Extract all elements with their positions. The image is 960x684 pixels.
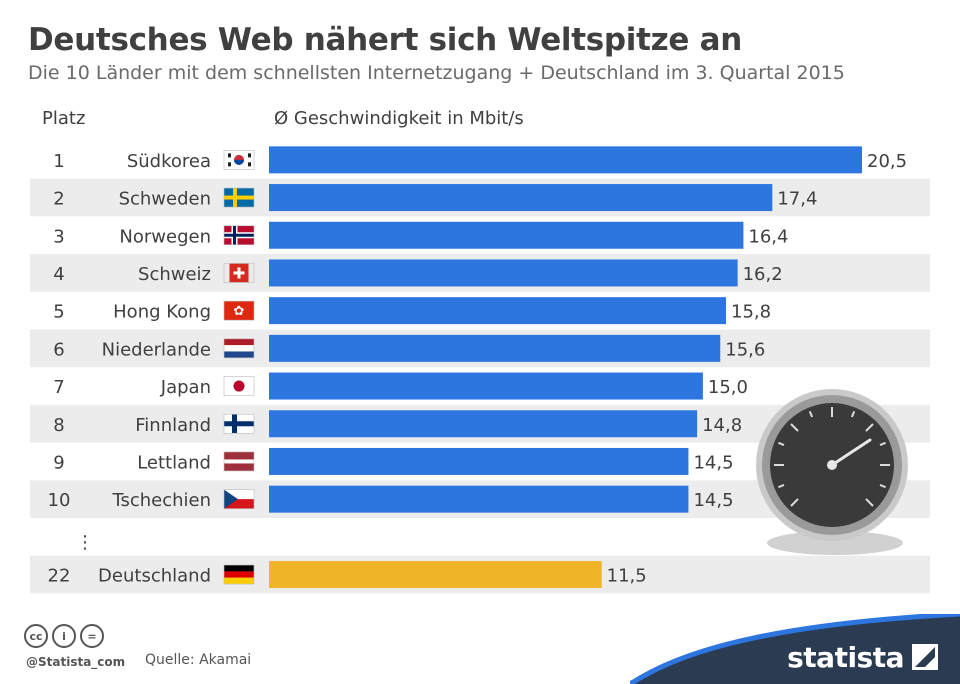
value-label: 17,4 [777,189,817,210]
country-label: Deutschland [98,566,211,587]
gap-marker: ⋮ [76,532,94,553]
country-label: Schweiz [138,264,211,285]
rank-label: 6 [53,339,64,360]
value-label: 16,2 [743,264,783,285]
bar [269,334,721,362]
hk-flag-icon: ✿ [223,300,255,321]
rank-label: 8 [53,415,64,436]
value-label: 15,0 [708,377,748,398]
source-note: Quelle: Akamai [145,652,252,668]
chart-subtitle: Die 10 Länder mit dem schnellsten Intern… [28,62,845,84]
creative-commons-icon[interactable]: cc [24,624,48,648]
bar [269,259,738,287]
de-flag-icon [223,564,255,585]
attribution-icon[interactable]: i [52,624,76,648]
bar [269,146,862,174]
ch-flag-icon [223,263,255,283]
rank-label: 1 [53,151,64,172]
value-label: 20,5 [867,151,907,172]
rank-label: 9 [53,452,64,473]
no-derivatives-icon[interactable]: = [80,624,104,648]
statista-brand[interactable]: statista [630,614,960,684]
value-label: 15,8 [731,302,771,323]
country-label: Lettland [137,452,211,473]
rank-label: 2 [53,189,64,210]
value-label: 11,5 [607,566,647,587]
se-flag-icon [223,187,255,208]
country-label: Finnland [135,415,211,436]
license-icons: cc i = [24,624,104,648]
value-label: 14,5 [693,490,733,511]
rank-label: 22 [48,566,71,587]
country-label: Japan [160,377,211,398]
country-label: Tschechien [111,490,211,511]
country-label: Niederlande [102,339,211,360]
country-label: Norwegen [119,226,211,247]
kr-flag-icon [223,150,255,170]
speed-column-header: Ø Geschwindigkeit in Mbit/s [274,108,524,129]
rank-column-header: Platz [42,108,86,129]
rank-label: 5 [53,302,64,323]
bar [269,410,698,438]
rank-label: 10 [48,490,71,511]
brand-background [630,614,960,684]
speedometer-icon [756,389,908,555]
bar [269,447,689,475]
statista-handle[interactable]: @Statista_com [26,655,126,669]
svg-text:✿: ✿ [234,304,245,319]
value-label: 14,8 [702,415,742,436]
bar [269,485,689,513]
statista-wordmark: statista [787,641,904,674]
bar [269,561,602,589]
bar [269,184,773,212]
value-label: 14,5 [693,452,733,473]
bar [269,297,727,325]
country-label: Hong Kong [113,302,211,323]
rank-label: 4 [53,264,64,285]
bar [269,372,703,400]
value-label: 16,4 [748,226,788,247]
country-label: Schweden [119,189,211,210]
chart-title: Deutsches Web nähert sich Weltspitze an [28,22,743,58]
nl-flag-icon [223,338,255,359]
rank-label: 3 [53,226,64,247]
jp-flag-icon [223,376,255,396]
lv-flag-icon [223,451,255,472]
rank-label: 7 [53,377,64,398]
value-label: 15,6 [725,339,765,360]
cz-flag-icon [223,489,255,509]
statista-logo-icon [912,644,938,670]
no-flag-icon [223,225,255,246]
fi-flag-icon [223,413,255,434]
country-label: Südkorea [127,151,211,172]
bar [269,221,744,249]
